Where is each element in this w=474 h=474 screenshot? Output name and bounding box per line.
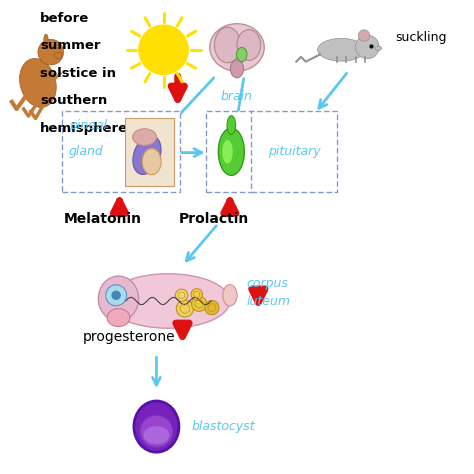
Circle shape xyxy=(111,291,121,300)
Circle shape xyxy=(191,289,202,300)
Ellipse shape xyxy=(44,34,48,45)
Text: suckling: suckling xyxy=(396,31,447,45)
Ellipse shape xyxy=(227,116,236,135)
Text: gland: gland xyxy=(69,145,103,157)
Circle shape xyxy=(205,301,219,315)
Ellipse shape xyxy=(140,415,173,447)
Text: brain: brain xyxy=(221,90,253,103)
Ellipse shape xyxy=(107,274,230,328)
Text: summer: summer xyxy=(40,39,101,52)
Text: before: before xyxy=(40,12,90,25)
Ellipse shape xyxy=(107,309,130,327)
FancyBboxPatch shape xyxy=(62,111,180,192)
Text: blastocyst: blastocyst xyxy=(192,420,255,433)
FancyBboxPatch shape xyxy=(206,111,256,192)
Circle shape xyxy=(38,39,64,65)
Ellipse shape xyxy=(143,426,170,444)
Text: solstice in: solstice in xyxy=(40,67,116,80)
Ellipse shape xyxy=(230,60,244,78)
Ellipse shape xyxy=(222,140,233,164)
Ellipse shape xyxy=(375,46,382,51)
Circle shape xyxy=(176,300,193,317)
Circle shape xyxy=(191,296,207,311)
Ellipse shape xyxy=(133,129,156,146)
Ellipse shape xyxy=(19,58,56,108)
Ellipse shape xyxy=(134,401,179,452)
Text: luteum: luteum xyxy=(246,295,291,308)
Ellipse shape xyxy=(318,38,365,61)
Ellipse shape xyxy=(142,148,161,175)
Text: hemisphere: hemisphere xyxy=(40,122,128,135)
Circle shape xyxy=(356,35,379,59)
Circle shape xyxy=(358,30,370,41)
Text: pineal: pineal xyxy=(69,118,107,131)
Ellipse shape xyxy=(210,24,264,71)
FancyBboxPatch shape xyxy=(125,118,174,186)
Ellipse shape xyxy=(218,128,245,175)
Text: pituitary: pituitary xyxy=(267,145,320,158)
Ellipse shape xyxy=(133,136,161,174)
Text: Melatonin: Melatonin xyxy=(64,212,142,227)
Circle shape xyxy=(175,289,188,301)
FancyBboxPatch shape xyxy=(251,111,337,192)
Circle shape xyxy=(106,285,127,306)
Ellipse shape xyxy=(214,27,240,63)
Ellipse shape xyxy=(237,30,261,60)
Text: Prolactin: Prolactin xyxy=(179,212,249,227)
Circle shape xyxy=(139,25,188,74)
Ellipse shape xyxy=(237,47,247,62)
Text: southern: southern xyxy=(40,94,108,107)
Ellipse shape xyxy=(54,52,63,59)
Ellipse shape xyxy=(223,284,237,306)
Text: progesterone: progesterone xyxy=(83,330,175,345)
Ellipse shape xyxy=(98,276,138,321)
Text: corpus: corpus xyxy=(246,277,288,290)
